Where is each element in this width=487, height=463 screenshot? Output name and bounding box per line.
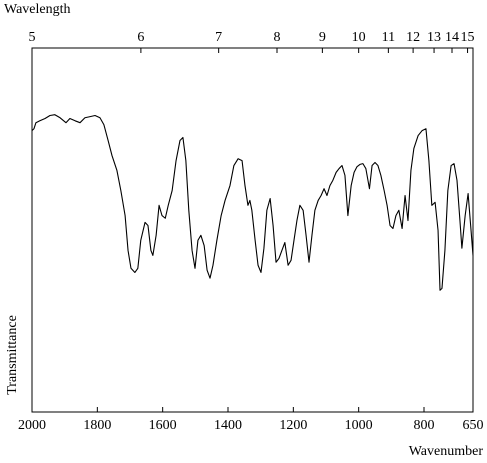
x-tick-label: 1600 xyxy=(149,418,177,433)
x2-tick-label: 12 xyxy=(406,30,420,45)
x2-tick-label: 7 xyxy=(215,30,222,45)
x2-tick-label: 8 xyxy=(274,30,281,45)
x2-tick-label: 13 xyxy=(427,30,441,45)
x2-tick-label: 9 xyxy=(319,30,326,45)
spectrum-line xyxy=(31,114,474,291)
x-tick-label: 1200 xyxy=(279,418,307,433)
x-tick-label: 800 xyxy=(414,418,435,433)
x-tick-label: 1800 xyxy=(83,418,111,433)
x-axis-label: Wavenumber xyxy=(409,444,484,459)
x2-tick-label: 14 xyxy=(445,30,459,45)
x-tick-label: 650 xyxy=(463,418,484,433)
x2-tick-label: 10 xyxy=(352,30,366,45)
x-tick-label: 1000 xyxy=(345,418,373,433)
x2-tick-label: 11 xyxy=(382,30,395,45)
x2-tick-label: 6 xyxy=(137,30,144,45)
y-axis-label: Transmittance xyxy=(5,315,20,395)
x2-tick-label: 5 xyxy=(29,30,36,45)
x-tick-label: 2000 xyxy=(18,418,46,433)
x-tick-label: 1400 xyxy=(214,418,242,433)
x2-tick-label: 15 xyxy=(461,30,475,45)
x2-axis-label: Wavelength xyxy=(4,2,71,17)
plot-frame xyxy=(31,47,474,413)
